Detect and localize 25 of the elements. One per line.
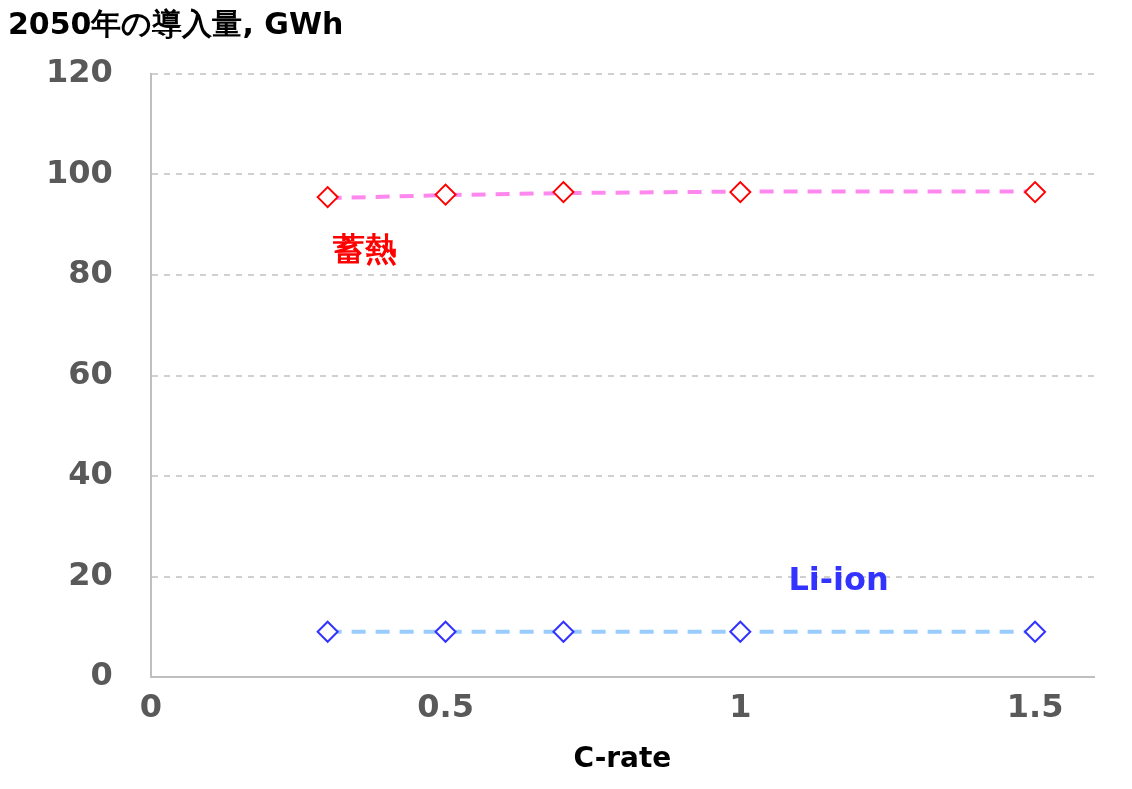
x-tick-label: 0 [139, 686, 162, 725]
series-label: 蓄熱 [331, 230, 397, 269]
x-tick-label: 0.5 [417, 686, 474, 725]
y-tick-label: 120 [46, 52, 113, 91]
x-tick-label: 1 [729, 686, 752, 725]
series-label: Li-ion [788, 560, 889, 599]
y-tick-label: 60 [68, 353, 113, 392]
point [316, 186, 339, 209]
x-axis-title: C-rate [573, 741, 672, 775]
y-tick-label: 100 [46, 152, 113, 191]
point [316, 620, 339, 643]
point [1024, 620, 1047, 643]
point [1024, 181, 1047, 204]
y-tick-label: 80 [68, 253, 113, 292]
point [552, 181, 575, 204]
x-tick-label: 1.5 [1006, 686, 1064, 725]
y-tick-label: 40 [68, 454, 113, 493]
y-tick-label: 0 [90, 655, 113, 694]
chart-title: 2050年の導入量, GWh [8, 5, 344, 41]
point [434, 620, 457, 643]
point [552, 620, 575, 643]
point [729, 181, 752, 204]
point [729, 620, 752, 643]
point [434, 183, 457, 206]
y-tick-label: 20 [68, 554, 113, 593]
